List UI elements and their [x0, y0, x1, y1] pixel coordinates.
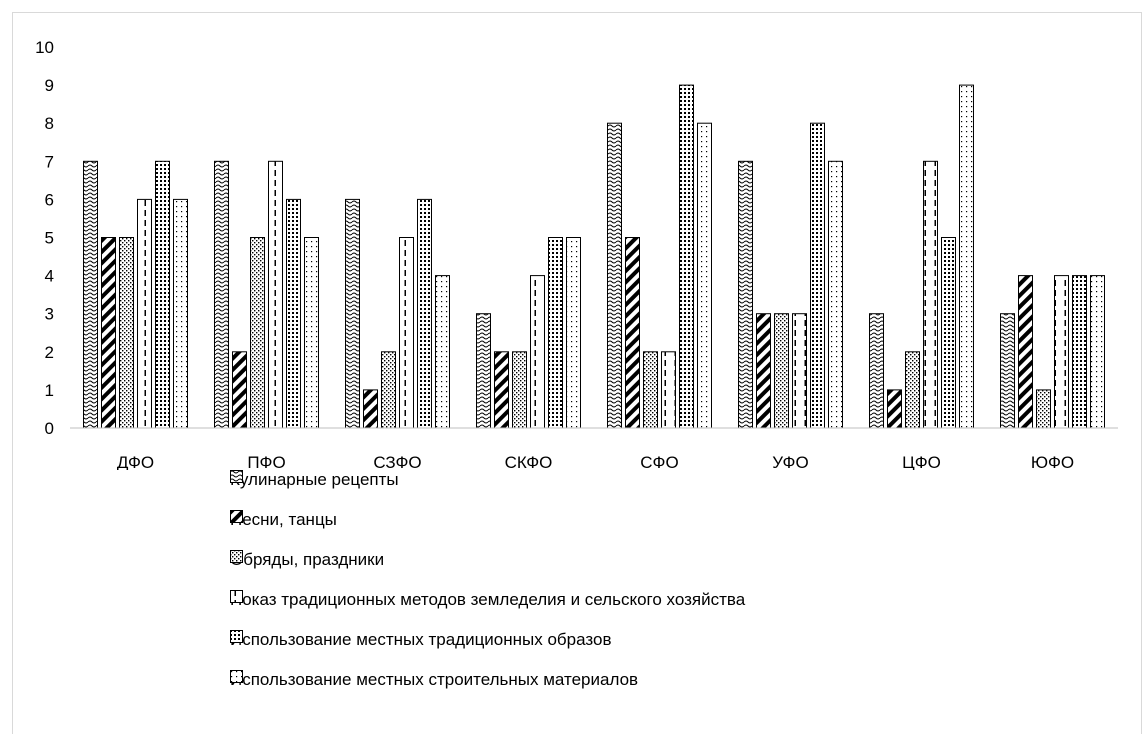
bar — [774, 313, 789, 429]
x-axis-labels: ДФО ПФО СЗФО СКФО СФО УФО ЦФО ЮФО — [117, 453, 1074, 470]
bar — [625, 237, 640, 429]
x-category-label: СКФО — [505, 453, 553, 470]
bar — [959, 84, 974, 429]
bar — [869, 313, 884, 429]
y-tick-label: 7 — [45, 152, 54, 171]
bar — [661, 351, 676, 429]
y-tick-label: 1 — [45, 381, 54, 400]
bar — [530, 275, 545, 429]
bar — [1000, 313, 1015, 429]
chart-frame — [12, 12, 1142, 734]
y-tick-label: 2 — [45, 343, 54, 362]
bar — [1054, 275, 1069, 429]
bar — [941, 237, 956, 429]
bar — [173, 198, 188, 429]
bar — [363, 389, 378, 429]
bar — [286, 198, 301, 429]
x-category-label: ЦФО — [902, 453, 941, 470]
bar — [137, 198, 152, 429]
legend-label: Использование местных строительных матер… — [230, 670, 639, 689]
bar — [268, 160, 283, 429]
legend-label: Кулинарные рецепты — [230, 470, 399, 489]
bar — [810, 122, 825, 429]
bar — [119, 237, 134, 429]
bar — [155, 160, 170, 429]
bars-group — [83, 84, 1105, 429]
legend-swatch — [230, 510, 243, 523]
bar — [399, 237, 414, 429]
y-tick-label: 6 — [45, 190, 54, 209]
bar — [1090, 275, 1105, 429]
bar — [435, 275, 450, 429]
bar — [887, 389, 902, 429]
y-tick-label: 10 — [35, 38, 54, 57]
bar — [905, 351, 920, 429]
legend-swatch — [230, 630, 243, 643]
legend-label: Обряды, праздники — [230, 550, 385, 569]
y-tick-label: 9 — [45, 76, 54, 95]
legend-label: Песни, танцы — [230, 510, 337, 529]
bar — [304, 237, 319, 429]
legend-item: Песни, танцы — [230, 510, 337, 530]
legend-item: Обряды, праздники — [230, 550, 384, 570]
x-category-label: ЮФО — [1031, 453, 1074, 470]
bar — [643, 351, 658, 429]
legend-swatch — [230, 590, 243, 603]
bar — [417, 198, 432, 429]
y-tick-label: 3 — [45, 305, 54, 324]
legend-item: Показ традиционных методов земледелия и … — [230, 590, 745, 610]
bar — [232, 351, 247, 429]
x-category-label: СЗФО — [373, 453, 421, 470]
bar — [548, 237, 563, 429]
bar — [381, 351, 396, 429]
x-category-label: УФО — [772, 453, 808, 470]
bar — [679, 84, 694, 429]
legend-label: Показ традиционных методов земледелия и … — [230, 590, 746, 609]
bar — [697, 122, 712, 429]
bar — [345, 198, 360, 429]
bar — [1018, 275, 1033, 429]
bar — [1072, 275, 1087, 429]
bar — [828, 160, 843, 429]
bar-chart: 0 1 2 3 4 5 6 7 8 9 10 ДФО ПФО СЗФО СКФО СФО УФО ЦФО ЮФО — [35, 38, 1118, 470]
y-tick-label: 5 — [45, 229, 54, 248]
bar — [250, 237, 265, 429]
bar — [607, 122, 622, 429]
y-axis-ticks: 0 1 2 3 4 5 6 7 8 9 10 — [35, 38, 54, 438]
legend-item: Использование местных традиционных образ… — [230, 630, 611, 650]
y-tick-label: 4 — [45, 267, 54, 286]
bar — [566, 237, 581, 429]
bar — [101, 237, 116, 429]
bar — [512, 351, 527, 429]
bar — [756, 313, 771, 429]
legend-label: Использование местных традиционных образ… — [230, 630, 612, 649]
bar — [923, 160, 938, 429]
bar — [738, 160, 753, 429]
bar — [476, 313, 491, 429]
y-tick-label: 8 — [45, 114, 54, 133]
legend-swatch — [230, 670, 243, 683]
x-category-label: ПФО — [247, 453, 285, 470]
x-category-label: СФО — [640, 453, 678, 470]
bar — [792, 313, 807, 429]
legend-swatch — [230, 470, 243, 483]
x-category-label: ДФО — [117, 453, 154, 470]
bar — [1036, 389, 1051, 429]
bar — [214, 160, 229, 429]
y-tick-label: 0 — [45, 419, 54, 438]
legend-item: Кулинарные рецепты — [230, 470, 399, 490]
legend-swatch — [230, 550, 243, 563]
bar — [494, 351, 509, 429]
bar — [83, 160, 98, 429]
legend-item: Использование местных строительных матер… — [230, 670, 638, 690]
